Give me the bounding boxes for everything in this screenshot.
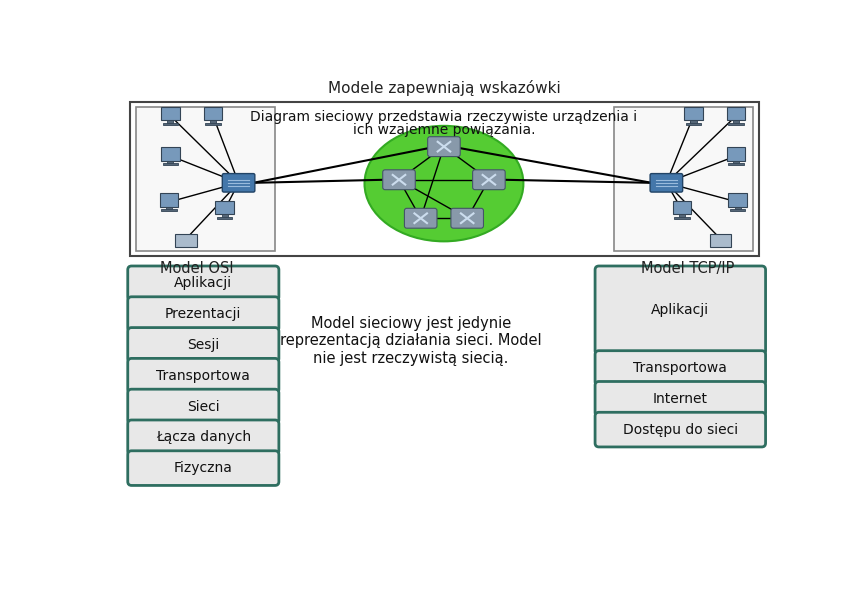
Text: Internet: Internet bbox=[653, 392, 707, 406]
Bar bbox=[727, 107, 746, 121]
Bar bbox=[673, 201, 691, 215]
FancyBboxPatch shape bbox=[650, 173, 682, 192]
FancyBboxPatch shape bbox=[404, 208, 437, 228]
FancyBboxPatch shape bbox=[127, 358, 279, 393]
Bar bbox=[160, 193, 178, 207]
Bar bbox=[222, 215, 228, 218]
Bar bbox=[217, 217, 232, 219]
Text: Sesji: Sesji bbox=[187, 338, 219, 352]
Text: Aplikacji: Aplikacji bbox=[174, 276, 232, 290]
Bar bbox=[679, 215, 685, 218]
Bar bbox=[728, 193, 747, 207]
FancyBboxPatch shape bbox=[451, 208, 484, 228]
Ellipse shape bbox=[364, 126, 524, 241]
Text: Model sieciowy jest jedynie
reprezentacją działania sieci. Model
nie jest rzeczy: Model sieciowy jest jedynie reprezentacj… bbox=[280, 316, 541, 366]
Bar bbox=[215, 201, 234, 215]
Bar bbox=[161, 107, 179, 121]
FancyBboxPatch shape bbox=[595, 266, 766, 355]
Bar bbox=[734, 207, 740, 210]
Text: Łącza danych: Łącza danych bbox=[156, 430, 251, 444]
Text: Modele zapewniają wskazówki: Modele zapewniają wskazówki bbox=[328, 81, 560, 96]
FancyBboxPatch shape bbox=[595, 412, 766, 447]
Bar bbox=[675, 217, 689, 219]
Bar bbox=[161, 147, 179, 161]
Text: Transportowa: Transportowa bbox=[634, 361, 727, 375]
FancyBboxPatch shape bbox=[127, 420, 279, 454]
FancyBboxPatch shape bbox=[136, 107, 275, 251]
Bar bbox=[163, 123, 178, 125]
FancyBboxPatch shape bbox=[382, 170, 415, 190]
Text: Aplikacji: Aplikacji bbox=[651, 303, 709, 318]
FancyBboxPatch shape bbox=[127, 389, 279, 424]
Bar bbox=[205, 123, 221, 125]
Bar bbox=[733, 161, 740, 164]
Bar bbox=[167, 121, 173, 124]
Text: Model OSI: Model OSI bbox=[160, 261, 233, 276]
Text: Diagram sieciowy przedstawia rzeczywiste urządzenia i: Diagram sieciowy przedstawia rzeczywiste… bbox=[251, 110, 637, 124]
Bar bbox=[727, 147, 746, 161]
Bar bbox=[163, 163, 178, 165]
FancyBboxPatch shape bbox=[222, 173, 255, 192]
Bar bbox=[210, 121, 216, 124]
FancyBboxPatch shape bbox=[127, 266, 279, 301]
Bar bbox=[733, 121, 740, 124]
Text: Model TCP/IP: Model TCP/IP bbox=[642, 261, 734, 276]
Text: Transportowa: Transportowa bbox=[156, 368, 251, 383]
FancyBboxPatch shape bbox=[127, 297, 279, 331]
Bar bbox=[728, 123, 744, 125]
Bar bbox=[166, 207, 172, 210]
FancyBboxPatch shape bbox=[615, 107, 753, 251]
FancyBboxPatch shape bbox=[130, 102, 759, 256]
Bar bbox=[690, 121, 696, 124]
Bar bbox=[175, 235, 197, 247]
Text: ich wzajemne powiązania.: ich wzajemne powiązania. bbox=[353, 123, 535, 137]
Bar bbox=[684, 107, 703, 121]
FancyBboxPatch shape bbox=[473, 170, 505, 190]
Bar bbox=[686, 123, 701, 125]
Bar bbox=[730, 209, 746, 211]
Bar bbox=[204, 107, 222, 121]
Text: Dostępu do sieci: Dostępu do sieci bbox=[623, 422, 738, 436]
FancyBboxPatch shape bbox=[427, 137, 460, 156]
Bar bbox=[161, 209, 177, 211]
Text: Fizyczna: Fizyczna bbox=[174, 461, 232, 475]
FancyBboxPatch shape bbox=[127, 328, 279, 362]
FancyBboxPatch shape bbox=[595, 351, 766, 385]
FancyBboxPatch shape bbox=[595, 382, 766, 416]
Text: Prezentacji: Prezentacji bbox=[165, 307, 242, 321]
Bar bbox=[167, 161, 173, 164]
FancyBboxPatch shape bbox=[127, 451, 279, 485]
Bar bbox=[710, 235, 732, 247]
Text: Sieci: Sieci bbox=[187, 399, 219, 413]
Bar bbox=[728, 163, 744, 165]
